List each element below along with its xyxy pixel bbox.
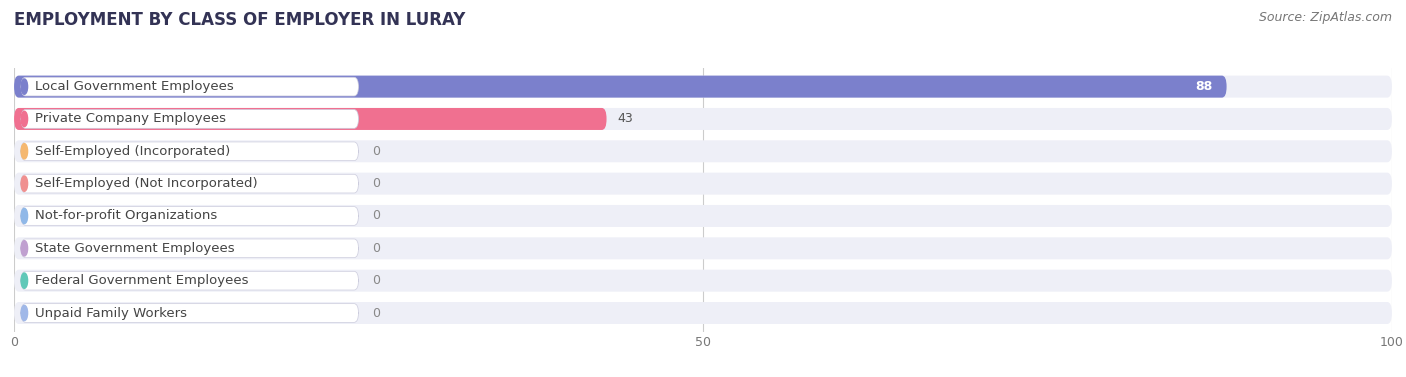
- Text: 43: 43: [617, 112, 633, 126]
- FancyBboxPatch shape: [21, 303, 359, 322]
- Text: Source: ZipAtlas.com: Source: ZipAtlas.com: [1258, 11, 1392, 24]
- Text: Self-Employed (Not Incorporated): Self-Employed (Not Incorporated): [35, 177, 257, 190]
- Circle shape: [21, 305, 28, 321]
- FancyBboxPatch shape: [14, 140, 1392, 162]
- Text: EMPLOYMENT BY CLASS OF EMPLOYER IN LURAY: EMPLOYMENT BY CLASS OF EMPLOYER IN LURAY: [14, 11, 465, 29]
- FancyBboxPatch shape: [21, 174, 359, 193]
- FancyBboxPatch shape: [21, 142, 359, 161]
- Text: 0: 0: [373, 274, 380, 287]
- FancyBboxPatch shape: [14, 108, 606, 130]
- Circle shape: [21, 241, 28, 256]
- FancyBboxPatch shape: [14, 238, 1392, 259]
- FancyBboxPatch shape: [14, 76, 1392, 98]
- FancyBboxPatch shape: [21, 77, 359, 96]
- FancyBboxPatch shape: [14, 270, 1392, 292]
- Circle shape: [21, 208, 28, 224]
- FancyBboxPatch shape: [14, 205, 1392, 227]
- Circle shape: [21, 111, 28, 127]
- Text: State Government Employees: State Government Employees: [35, 242, 235, 255]
- Text: Self-Employed (Incorporated): Self-Employed (Incorporated): [35, 145, 231, 158]
- Text: 0: 0: [373, 307, 380, 319]
- Text: Local Government Employees: Local Government Employees: [35, 80, 233, 93]
- FancyBboxPatch shape: [21, 271, 359, 290]
- Circle shape: [21, 176, 28, 191]
- Text: Private Company Employees: Private Company Employees: [35, 112, 226, 126]
- Text: Not-for-profit Organizations: Not-for-profit Organizations: [35, 210, 218, 222]
- FancyBboxPatch shape: [14, 108, 1392, 130]
- Text: 88: 88: [1195, 80, 1213, 93]
- Text: 0: 0: [373, 210, 380, 222]
- Circle shape: [21, 144, 28, 159]
- Text: 0: 0: [373, 177, 380, 190]
- Text: Unpaid Family Workers: Unpaid Family Workers: [35, 307, 187, 319]
- FancyBboxPatch shape: [21, 239, 359, 257]
- FancyBboxPatch shape: [14, 173, 1392, 195]
- Text: 0: 0: [373, 242, 380, 255]
- FancyBboxPatch shape: [21, 110, 359, 128]
- Text: Federal Government Employees: Federal Government Employees: [35, 274, 249, 287]
- Circle shape: [21, 79, 28, 94]
- FancyBboxPatch shape: [14, 76, 1226, 98]
- FancyBboxPatch shape: [21, 207, 359, 225]
- Circle shape: [21, 273, 28, 288]
- FancyBboxPatch shape: [14, 302, 1392, 324]
- Text: 0: 0: [373, 145, 380, 158]
